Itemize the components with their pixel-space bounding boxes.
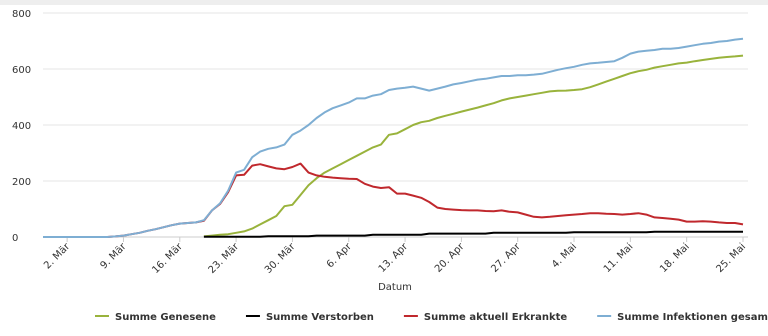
x-tick-label: 9. Mär: [98, 241, 129, 272]
series-line: [43, 162, 744, 238]
legend-label: Summe Genesene: [115, 312, 216, 323]
x-tick-label: 4. Mai: [550, 241, 579, 270]
legend-label: Summe Verstorben: [266, 312, 374, 323]
x-tick-label: 20. Apr: [433, 241, 467, 275]
x-tick-label: 27. Apr: [489, 241, 523, 275]
legend-label: Summe Infektionen gesamt: [617, 312, 768, 323]
x-tick-label: 2. Mär: [42, 241, 73, 272]
y-tick-label: 800: [12, 9, 31, 20]
x-tick-label: 11. Mai: [602, 241, 636, 275]
y-tick-label: 600: [12, 65, 31, 76]
x-tick-label: 13. Apr: [377, 241, 411, 275]
top-bar: [0, 0, 768, 5]
x-tick-label: 18. Mai: [658, 241, 692, 275]
series-line: [203, 54, 744, 238]
x-axis-label: Datum: [378, 282, 412, 293]
series-line: [203, 230, 743, 238]
y-tick-label: 400: [12, 121, 31, 132]
x-tick-label: 23. Mär: [207, 241, 242, 276]
legend-label: Summe aktuell Erkrankte: [424, 312, 567, 323]
x-tick-label: 6. Apr: [325, 241, 355, 271]
x-tick-label: 30. Mär: [263, 241, 298, 276]
y-tick-label: 0: [12, 233, 18, 244]
x-tick-label: 16. Mär: [150, 241, 185, 276]
y-tick-label: 200: [12, 177, 31, 188]
series-line: [43, 37, 744, 238]
x-tick-label: 25. Mai: [714, 241, 748, 275]
